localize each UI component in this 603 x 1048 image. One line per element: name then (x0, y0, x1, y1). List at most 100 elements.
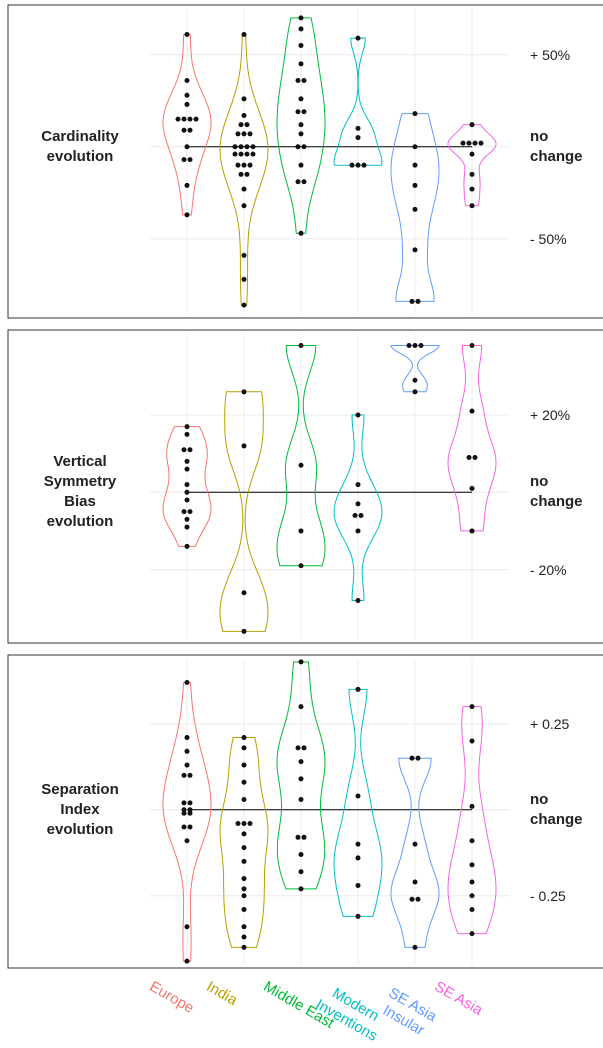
data-point (295, 834, 301, 840)
data-point (478, 140, 484, 146)
data-point (355, 135, 361, 141)
data-point (244, 171, 250, 177)
data-point (244, 122, 250, 128)
data-point (301, 179, 307, 185)
data-point (181, 116, 187, 122)
data-point (184, 838, 190, 844)
data-point (232, 144, 238, 150)
data-point (241, 845, 247, 851)
data-point (184, 680, 190, 686)
data-point (241, 252, 247, 258)
data-point (241, 907, 247, 913)
violin (447, 345, 497, 532)
data-point (469, 838, 475, 844)
data-point (184, 516, 190, 522)
data-point (187, 807, 193, 813)
violin (390, 757, 440, 948)
data-point (406, 342, 412, 348)
data-point (181, 800, 187, 806)
data-point (298, 122, 304, 128)
data-point (184, 144, 190, 150)
data-point (184, 748, 190, 754)
data-point (298, 886, 304, 892)
data-point (241, 779, 247, 785)
data-point (241, 203, 247, 209)
data-point (412, 841, 418, 847)
data-point (181, 772, 187, 778)
data-point (298, 230, 304, 236)
data-point (241, 924, 247, 930)
data-point (298, 659, 304, 665)
data-point (184, 524, 190, 530)
data-point (469, 879, 475, 885)
violin (162, 682, 212, 962)
data-point (187, 824, 193, 830)
violin (390, 345, 440, 393)
data-point (412, 879, 418, 885)
data-point (241, 186, 247, 192)
data-point (241, 886, 247, 892)
data-point (298, 759, 304, 765)
data-point (298, 704, 304, 710)
data-point (418, 342, 424, 348)
data-point (412, 944, 418, 950)
data-point (298, 563, 304, 569)
data-point (298, 162, 304, 168)
data-point (355, 482, 361, 488)
data-point (355, 162, 361, 168)
data-point (469, 907, 475, 913)
y-tick-label: - 50% (530, 230, 567, 247)
data-point (184, 466, 190, 472)
data-point (184, 431, 190, 437)
violin (162, 34, 212, 216)
data-point (412, 377, 418, 383)
violin (447, 706, 497, 935)
data-point (184, 735, 190, 741)
data-point (295, 745, 301, 751)
data-point (184, 101, 190, 107)
data-point (409, 298, 415, 304)
data-point (187, 509, 193, 515)
data-point (298, 96, 304, 102)
data-point (250, 151, 256, 157)
data-point (409, 896, 415, 902)
data-point (412, 206, 418, 212)
data-point (241, 31, 247, 37)
data-point (244, 144, 250, 150)
y-tick-label: + 50% (530, 46, 571, 63)
data-point (415, 896, 421, 902)
data-point (298, 796, 304, 802)
data-point (241, 762, 247, 768)
data-point (469, 528, 475, 534)
data-point (466, 455, 472, 461)
data-point (412, 247, 418, 253)
data-point (184, 92, 190, 98)
data-point (241, 131, 247, 137)
data-point (412, 111, 418, 117)
data-point (241, 628, 247, 634)
violin (333, 37, 383, 166)
data-point (349, 162, 355, 168)
data-point (298, 61, 304, 67)
data-point (181, 509, 187, 515)
data-point (175, 116, 181, 122)
data-point (355, 35, 361, 41)
data-point (241, 590, 247, 596)
data-point (469, 862, 475, 868)
data-point (187, 157, 193, 163)
data-point (184, 31, 190, 37)
data-point (301, 745, 307, 751)
panel-border (7, 4, 603, 319)
data-point (466, 140, 472, 146)
data-point (415, 298, 421, 304)
data-point (247, 162, 253, 168)
data-point (241, 944, 247, 950)
violin (333, 688, 383, 917)
panel-title: Cardinality evolution (41, 127, 119, 165)
data-point (355, 841, 361, 847)
data-point (241, 893, 247, 899)
data-point (469, 122, 475, 128)
data-point (355, 597, 361, 603)
data-point (241, 96, 247, 102)
data-point (469, 203, 475, 209)
